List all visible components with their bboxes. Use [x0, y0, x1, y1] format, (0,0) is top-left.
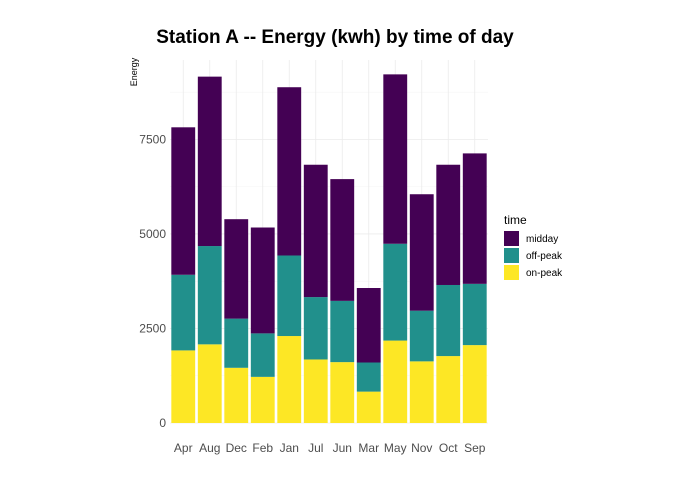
bar-off-peak-may	[383, 243, 408, 341]
x-tick-label: Oct	[439, 441, 458, 455]
bar-on-peak-jul	[303, 359, 328, 423]
bars	[171, 74, 487, 423]
legend-label-on-peak: on-peak	[526, 268, 563, 279]
y-tick-label: 2500	[139, 321, 166, 335]
legend-title: time	[504, 213, 527, 227]
x-tick-label: Nov	[411, 441, 432, 455]
bar-off-peak-aug	[197, 246, 222, 345]
bar-on-peak-sep	[462, 345, 487, 423]
bar-on-peak-apr	[171, 350, 196, 423]
bar-off-peak-jun	[330, 300, 355, 363]
bar-on-peak-nov	[409, 361, 434, 423]
y-tick-label: 0	[159, 416, 166, 430]
x-tick-label: Aug	[199, 441, 220, 455]
bar-off-peak-feb	[250, 333, 275, 377]
bar-on-peak-mar	[356, 391, 381, 423]
bar-off-peak-jan	[277, 255, 302, 337]
legend-swatch-on-peak	[504, 265, 519, 280]
y-tick-labels: 0 2500 5000 7500	[139, 132, 166, 430]
bar-on-peak-jan	[277, 336, 302, 423]
bar-midday-mar	[356, 288, 381, 363]
y-tick-label: 5000	[139, 227, 166, 241]
x-tick-label: Sep	[464, 441, 486, 455]
bar-midday-sep	[462, 153, 487, 284]
bar-off-peak-dec	[224, 318, 249, 368]
x-tick-label: Apr	[174, 441, 193, 455]
bar-midday-oct	[436, 164, 461, 285]
bar-on-peak-aug	[197, 344, 222, 423]
bar-off-peak-oct	[436, 284, 461, 357]
x-tick-label: Feb	[252, 441, 273, 455]
x-tick-label: Jun	[333, 441, 352, 455]
x-tick-label: Dec	[226, 441, 247, 455]
x-tick-label: Jul	[308, 441, 323, 455]
bar-midday-jul	[303, 164, 328, 298]
bar-midday-jan	[277, 87, 302, 256]
bar-off-peak-sep	[462, 283, 487, 346]
bar-off-peak-apr	[171, 274, 196, 351]
bar-off-peak-nov	[409, 310, 434, 362]
legend-label-midday: midday	[526, 234, 558, 245]
x-tick-label: May	[384, 441, 407, 455]
bar-midday-dec	[224, 219, 249, 319]
bar-midday-apr	[171, 127, 196, 275]
y-axis-label: Energy	[129, 57, 139, 86]
bar-off-peak-jul	[303, 297, 328, 360]
bar-on-peak-oct	[436, 356, 461, 423]
bar-off-peak-mar	[356, 362, 381, 392]
bar-on-peak-jun	[330, 362, 355, 423]
legend: time midday off-peak on-peak	[504, 213, 563, 280]
chart-title: Station A -- Energy (kwh) by time of day	[156, 27, 514, 48]
bar-on-peak-feb	[250, 376, 275, 423]
legend-swatch-off-peak	[504, 248, 519, 263]
bar-midday-nov	[409, 194, 434, 311]
bar-midday-feb	[250, 227, 275, 334]
bar-on-peak-may	[383, 340, 408, 423]
x-tick-label: Jan	[280, 441, 299, 455]
bar-midday-jun	[330, 179, 355, 301]
legend-label-off-peak: off-peak	[526, 251, 563, 262]
bar-midday-aug	[197, 76, 222, 247]
bar-midday-may	[383, 74, 408, 244]
legend-swatch-midday	[504, 231, 519, 246]
x-tick-labels: Apr Aug Dec Feb Jan Jul Jun Mar May Nov Oct Sep	[174, 441, 486, 455]
bar-on-peak-dec	[224, 367, 249, 423]
x-tick-label: Mar	[358, 441, 379, 455]
y-tick-label: 7500	[139, 132, 166, 146]
